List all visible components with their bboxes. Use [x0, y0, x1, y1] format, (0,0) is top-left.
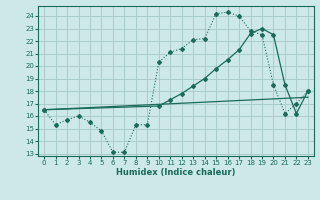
X-axis label: Humidex (Indice chaleur): Humidex (Indice chaleur) — [116, 168, 236, 177]
